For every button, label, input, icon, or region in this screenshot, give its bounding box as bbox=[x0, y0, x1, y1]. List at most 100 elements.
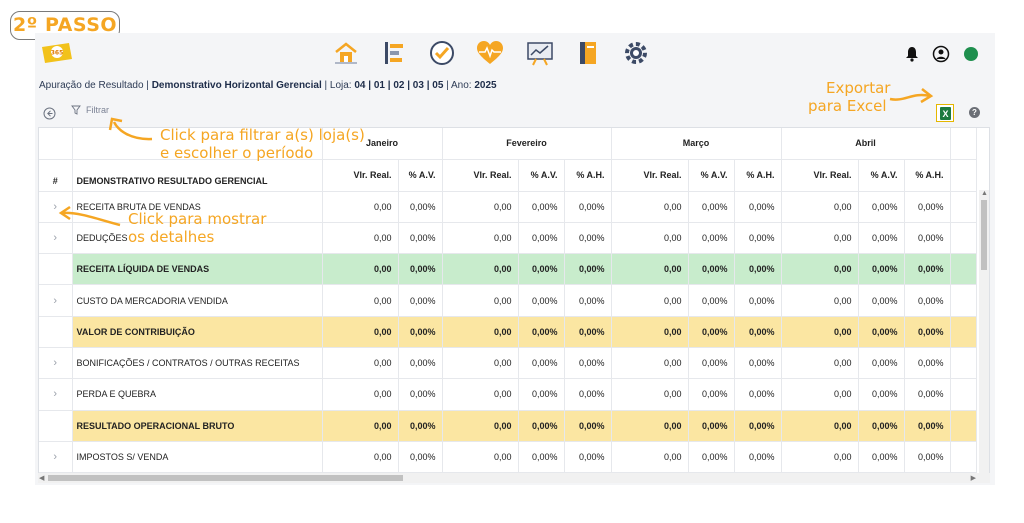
row-label: RESULTADO OPERACIONAL BRUTO bbox=[72, 410, 323, 442]
table-row[interactable]: › DEDUÇÕES 0,00 0,00% 0,00 0,00% 0,00% 0,00 0,00… bbox=[39, 222, 977, 255]
row-value: 0,00% bbox=[688, 253, 735, 286]
row-value: 0,00 bbox=[322, 222, 399, 255]
table-row: RECEITA LÍQUIDA DE VENDAS 0,00 0,00% 0,00 0,… bbox=[39, 253, 977, 286]
table-row[interactable]: › CUSTO DA MERCADORIA VENDIDA 0,00 0,00% 0,0… bbox=[39, 284, 977, 317]
breadcrumb-year: 2025 bbox=[474, 80, 497, 91]
filter-button[interactable]: Filtrar bbox=[71, 105, 109, 115]
col-header: % A.V. bbox=[518, 159, 565, 192]
row-extra-cell bbox=[950, 378, 977, 411]
scroll-right-icon[interactable]: ▶ bbox=[970, 475, 976, 482]
breadcrumb-report: Demonstrativo Horizontal Gerencial bbox=[151, 80, 322, 91]
export-excel-button[interactable]: X bbox=[936, 104, 954, 122]
horizontal-scrollbar[interactable]: ◀ ▶ bbox=[38, 473, 990, 483]
row-spacer bbox=[39, 410, 73, 442]
row-value: 0,00 bbox=[322, 441, 399, 474]
expand-chevron-icon[interactable]: › bbox=[39, 347, 73, 380]
row-value: 0,00 bbox=[442, 284, 519, 317]
table-row: VALOR DE CONTRIBUIÇÃO 0,00 0,00% 0,00 0,00% 0… bbox=[39, 316, 977, 348]
row-value: 0,00% bbox=[904, 191, 951, 223]
row-value: 0,00% bbox=[904, 441, 951, 474]
row-value: 0,00% bbox=[734, 222, 782, 255]
row-value: 0,00% bbox=[858, 347, 905, 380]
row-value: 0,00 bbox=[781, 222, 859, 255]
row-value: 0,00% bbox=[904, 284, 951, 317]
row-value: 0,00 bbox=[611, 222, 689, 255]
table-row[interactable]: › RECEITA BRUTA DE VENDAS 0,00 0,00% 0,00 0,0… bbox=[39, 191, 977, 223]
row-value: 0,00% bbox=[398, 222, 443, 255]
check-circle-icon[interactable] bbox=[427, 38, 457, 68]
hash-header: # bbox=[39, 159, 73, 192]
table-row[interactable]: › IMPOSTOS S/ VENDA 0,00 0,00% 0,00 0,00% 0,00… bbox=[39, 441, 977, 474]
row-extra-cell bbox=[950, 316, 977, 348]
scroll-up-icon[interactable]: ▲ bbox=[981, 190, 988, 197]
app-logo[interactable]: 365 bbox=[39, 41, 75, 65]
row-value: 0,00 bbox=[322, 253, 399, 286]
row-spacer bbox=[39, 316, 73, 348]
row-value: 0,00% bbox=[518, 378, 565, 411]
month-header-fevereiro: Fevereiro bbox=[442, 128, 612, 160]
expand-chevron-icon[interactable]: › bbox=[39, 191, 73, 223]
expand-chevron-icon[interactable]: › bbox=[39, 284, 73, 317]
cog-network-icon[interactable] bbox=[621, 38, 651, 68]
excel-icon: X bbox=[939, 106, 951, 120]
breadcrumb: Apuração de Resultado | Demonstrativo Ho… bbox=[39, 80, 497, 91]
row-value: 0,00% bbox=[518, 284, 565, 317]
row-extra-cell bbox=[950, 253, 977, 286]
chart-board-icon[interactable] bbox=[525, 38, 555, 68]
horizontal-scroll-thumb[interactable] bbox=[48, 475, 403, 481]
row-value: 0,00% bbox=[858, 253, 905, 286]
row-value: 0,00 bbox=[322, 284, 399, 317]
table-row[interactable]: › BONIFICAÇÕES / CONTRATOS / OUTRAS RECEI… bbox=[39, 347, 977, 380]
row-value: 0,00 bbox=[322, 191, 399, 223]
row-value: 0,00% bbox=[858, 191, 905, 223]
col-header: % A.H. bbox=[734, 159, 782, 192]
col-header: % A.H. bbox=[564, 159, 612, 192]
expand-chevron-icon[interactable]: › bbox=[39, 222, 73, 255]
col-header-extra bbox=[950, 159, 977, 192]
toolbar: Filtrar X ? bbox=[35, 101, 995, 127]
col-header: Vlr. Real. bbox=[442, 159, 519, 192]
row-value: 0,00% bbox=[398, 284, 443, 317]
annotation-export-line1: Exportar bbox=[826, 79, 891, 97]
annotation-export-line2: para Excel bbox=[808, 97, 887, 115]
breadcrumb-section[interactable]: Apuração de Resultado bbox=[39, 80, 144, 91]
home-icon[interactable] bbox=[331, 38, 361, 68]
row-value: 0,00% bbox=[564, 222, 612, 255]
row-value: 0,00 bbox=[781, 191, 859, 223]
row-value: 0,00% bbox=[518, 347, 565, 380]
row-value: 0,00% bbox=[398, 191, 443, 223]
svg-text:X: X bbox=[942, 109, 948, 119]
row-value: 0,00% bbox=[398, 316, 443, 348]
dashboard-icon[interactable] bbox=[379, 38, 409, 68]
row-value: 0,00% bbox=[564, 316, 612, 348]
row-value: 0,00% bbox=[564, 253, 612, 286]
row-value: 0,00% bbox=[398, 378, 443, 411]
expand-chevron-icon[interactable]: › bbox=[39, 378, 73, 411]
user-account-icon[interactable] bbox=[932, 45, 950, 63]
table-row[interactable]: › PERDA E QUEBRA 0,00 0,00% 0,00 0,00% 0,00% 0,… bbox=[39, 378, 977, 411]
vertical-scrollbar[interactable]: ▲ ▼ bbox=[979, 190, 989, 482]
row-value: 0,00% bbox=[688, 316, 735, 348]
scroll-left-icon[interactable]: ◀ bbox=[39, 475, 45, 482]
hash-spacer bbox=[39, 128, 73, 160]
row-value: 0,00 bbox=[442, 316, 519, 348]
bell-icon[interactable] bbox=[903, 45, 921, 63]
heart-pulse-icon[interactable] bbox=[475, 38, 505, 68]
back-arrow-icon[interactable] bbox=[43, 107, 56, 120]
row-value: 0,00% bbox=[904, 253, 951, 286]
row-value: 0,00% bbox=[858, 441, 905, 474]
row-label: IMPOSTOS S/ VENDA bbox=[72, 441, 323, 474]
row-label: VALOR DE CONTRIBUIÇÃO bbox=[72, 316, 323, 348]
row-extra-cell bbox=[950, 441, 977, 474]
row-value: 0,00 bbox=[611, 410, 689, 442]
row-value: 0,00 bbox=[322, 347, 399, 380]
row-value: 0,00 bbox=[611, 378, 689, 411]
row-value: 0,00 bbox=[781, 410, 859, 442]
vertical-scroll-thumb[interactable] bbox=[981, 200, 987, 270]
expand-chevron-icon[interactable]: › bbox=[39, 441, 73, 474]
row-value: 0,00 bbox=[781, 378, 859, 411]
row-value: 0,00 bbox=[322, 410, 399, 442]
help-icon[interactable]: ? bbox=[969, 107, 980, 118]
notebook-icon[interactable] bbox=[573, 38, 603, 68]
